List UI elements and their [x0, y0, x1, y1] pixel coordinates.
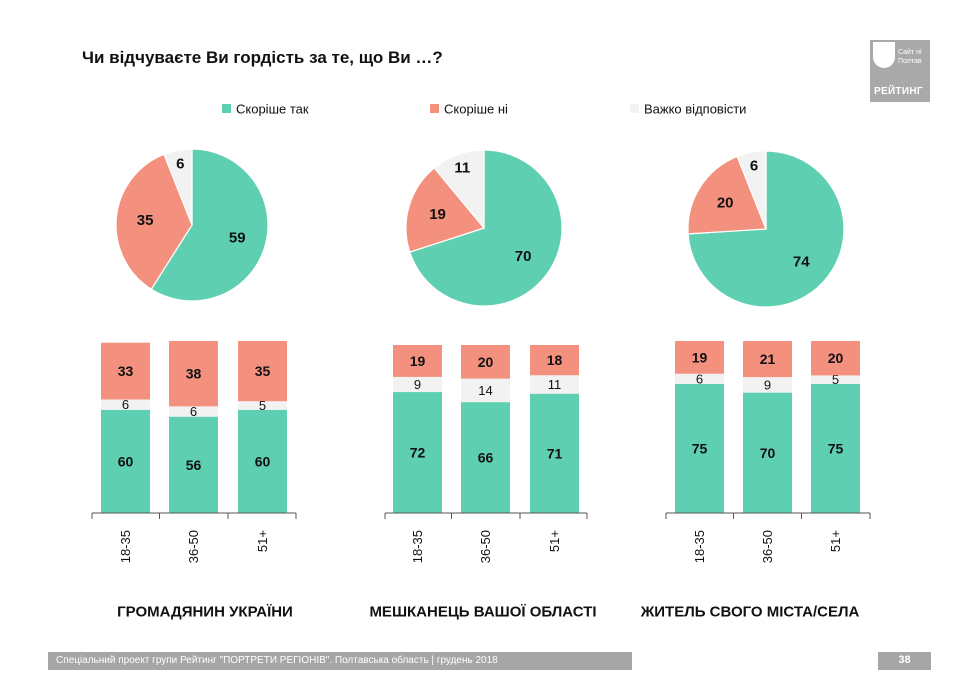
pie-slice-yes — [409, 149, 563, 307]
bar-label-no: 21 — [760, 351, 776, 367]
bar-segment-hard — [461, 378, 510, 403]
legend-label-no: Скоріше ні — [444, 102, 508, 117]
pie-slice-hard — [163, 148, 193, 226]
panel-label: ЖИТЕЛЬ СВОГО МІСТА/СЕЛА — [640, 604, 860, 621]
bar-segment-hard — [675, 373, 724, 384]
bar-label-no: 35 — [255, 363, 271, 379]
bar-segment-hard — [393, 376, 442, 393]
bar-segment-hard — [530, 375, 579, 394]
pie-label-hard: 6 — [750, 158, 758, 175]
bar-segment-no — [530, 345, 579, 376]
pie-label-hard: 6 — [176, 155, 184, 172]
bar-segment-hard — [238, 401, 287, 410]
bar-label-hard: 9 — [764, 377, 771, 392]
bar-segment-no — [675, 341, 724, 374]
pie-label-no: 35 — [137, 212, 154, 229]
pie-slice-no — [405, 167, 486, 253]
pie-label-yes: 59 — [229, 230, 246, 247]
bar-segment-hard — [743, 377, 792, 393]
bar-segment-hard — [811, 375, 860, 384]
pie-slice-hard — [433, 149, 485, 230]
logo-mark-icon — [873, 42, 895, 68]
footer-bar: Спеціальний проект групи Рейтинг "ПОРТРЕ… — [48, 652, 632, 670]
logo-site-text: Сайт ні Полтав — [898, 49, 922, 65]
bar-label-hard: 5 — [259, 398, 266, 413]
bar-segment-hard — [169, 406, 218, 417]
bar-segment-no — [811, 341, 860, 376]
bar-label-no: 38 — [186, 366, 202, 382]
bar-segment-yes — [675, 384, 724, 513]
rating-logo: Сайт ні Полтав РЕЙТИНГ — [870, 40, 930, 102]
pie-label-no: 19 — [429, 206, 446, 223]
page-title: Чи відчуваєте Ви гордість за те, що Ви …… — [82, 48, 443, 67]
bar-segment-no — [393, 345, 442, 377]
bar-label-hard: 6 — [122, 397, 129, 412]
bar-label-hard: 14 — [478, 383, 492, 398]
bar-label-yes: 75 — [828, 441, 844, 457]
bar-label-no: 19 — [410, 353, 426, 369]
bar-category-label: 36-50 — [478, 530, 493, 563]
bar-label-yes: 71 — [547, 445, 563, 461]
bar-segment-yes — [461, 402, 510, 513]
bar-label-hard: 5 — [832, 372, 839, 387]
bar-segment-yes — [393, 392, 442, 513]
bar-category-label: 18-35 — [692, 530, 707, 563]
bar-label-hard: 6 — [190, 404, 197, 419]
bar-category-label: 51+ — [547, 530, 562, 552]
bar-label-yes: 56 — [186, 457, 202, 473]
bar-segment-hard — [101, 399, 150, 410]
pie-slice-no — [687, 155, 767, 235]
bar-category-label: 51+ — [828, 530, 843, 552]
bar-label-hard: 9 — [414, 377, 421, 392]
bar-label-yes: 60 — [255, 453, 271, 469]
bar-category-label: 36-50 — [186, 530, 201, 563]
bar-label-no: 20 — [478, 354, 494, 370]
bar-label-no: 33 — [118, 363, 134, 379]
bar-category-label: 18-35 — [118, 530, 133, 563]
panel-label: МЕШКАНЕЦЬ ВАШОЇ ОБЛАСТІ — [369, 604, 596, 621]
pie-label-yes: 70 — [515, 248, 532, 265]
bar-segment-no — [238, 341, 287, 402]
bar-label-yes: 72 — [410, 445, 426, 461]
bar-label-no: 19 — [692, 349, 708, 365]
bar-label-hard: 6 — [696, 371, 703, 386]
legend-swatch-hard — [630, 104, 639, 113]
bar-label-yes: 70 — [760, 445, 776, 461]
bar-segment-yes — [743, 392, 792, 513]
footer-text: Спеціальний проект групи Рейтинг "ПОРТРЕ… — [56, 655, 498, 666]
chart: Скоріше так Скоріше ні Важко відповісти593… — [91, 102, 871, 621]
pie-slice-yes — [150, 148, 269, 302]
bar-segment-yes — [238, 409, 287, 513]
legend-label-hard: Важко відповісти — [644, 102, 746, 117]
page-number-box: 38 — [878, 652, 931, 670]
bar-segment-yes — [530, 393, 579, 513]
pie-label-no: 20 — [717, 195, 734, 212]
bar-label-hard: 11 — [548, 377, 562, 392]
pie-label-hard: 11 — [454, 159, 470, 176]
legend-label-yes: Скоріше так — [236, 102, 309, 117]
panel-label: ГРОМАДЯНИН УКРАЇНИ — [117, 604, 293, 621]
bar-label-yes: 60 — [118, 453, 134, 469]
bar-label-no: 20 — [828, 350, 844, 366]
bar-segment-yes — [811, 384, 860, 513]
page-number: 38 — [898, 654, 911, 666]
bar-segment-yes — [101, 409, 150, 513]
bar-segment-no — [743, 341, 792, 378]
legend-swatch-yes — [222, 104, 231, 113]
logo-word: РЕЙТИНГ — [874, 86, 923, 97]
bar-segment-no — [169, 341, 218, 407]
legend-swatch-no — [430, 104, 439, 113]
bar-category-label: 51+ — [255, 530, 270, 552]
pie-slice-hard — [736, 150, 767, 230]
bar-label-no: 18 — [547, 352, 563, 368]
pie-slice-no — [115, 153, 193, 290]
bar-category-label: 18-35 — [410, 530, 425, 563]
pie-label-yes: 74 — [793, 254, 810, 271]
bar-segment-no — [461, 345, 510, 379]
bar-category-label: 36-50 — [760, 530, 775, 563]
bar-label-yes: 66 — [478, 450, 494, 466]
bar-label-yes: 75 — [692, 441, 708, 457]
bar-segment-no — [101, 342, 150, 400]
bar-segment-yes — [169, 416, 218, 513]
